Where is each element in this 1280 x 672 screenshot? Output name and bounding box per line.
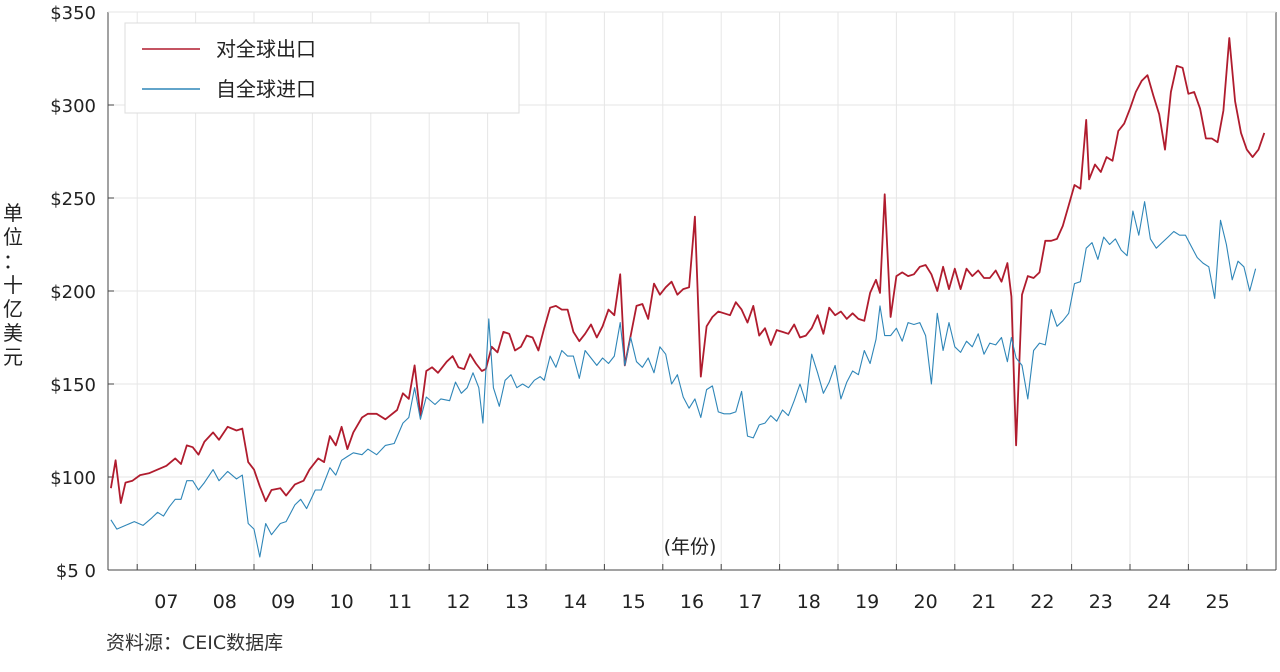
x-tick-label: 22: [1030, 591, 1054, 613]
x-tick-label: 18: [797, 591, 821, 613]
x-tick-label: 10: [330, 591, 354, 613]
x-tick-label: 17: [738, 591, 762, 613]
y-tick-label: $100: [50, 468, 96, 489]
x-tick-label: 08: [213, 591, 237, 613]
x-tick-label: 09: [271, 591, 295, 613]
x-tick-label: 21: [972, 591, 996, 613]
x-tick-label: 25: [1206, 591, 1230, 613]
legend-label: 自全球进口: [216, 77, 316, 101]
x-tick-label: 16: [680, 591, 704, 613]
y-axis-label: 单位：十亿美元: [3, 201, 23, 369]
legend-box: [124, 22, 520, 114]
x-tick-label: 19: [855, 591, 879, 613]
legend-label: 对全球出口: [216, 37, 316, 61]
y-tick-label: $200: [50, 282, 96, 303]
y-tick-label: $150: [50, 375, 96, 396]
x-tick-label: 11: [388, 591, 412, 613]
x-tick-label: 13: [505, 591, 529, 613]
x-tick-label: 15: [622, 591, 646, 613]
y-tick-label: $250: [50, 189, 96, 210]
series-line-exports: [110, 37, 1266, 504]
x-tick-label: 20: [914, 591, 938, 613]
y-tick-label: $300: [50, 96, 96, 117]
x-tick-label: 14: [563, 591, 587, 613]
x-tick-label: 12: [446, 591, 470, 613]
x-axis-label: (年份): [664, 536, 717, 558]
y-tick-label: $350: [50, 3, 96, 24]
y-tick-label: $5 0: [56, 561, 96, 582]
x-tick-label: 23: [1089, 591, 1113, 613]
source-note: 资料源：CEIC数据库: [106, 632, 284, 654]
x-tick-label: 24: [1147, 591, 1171, 613]
series-line-imports: [110, 201, 1257, 558]
x-tick-label: 07: [154, 591, 178, 613]
